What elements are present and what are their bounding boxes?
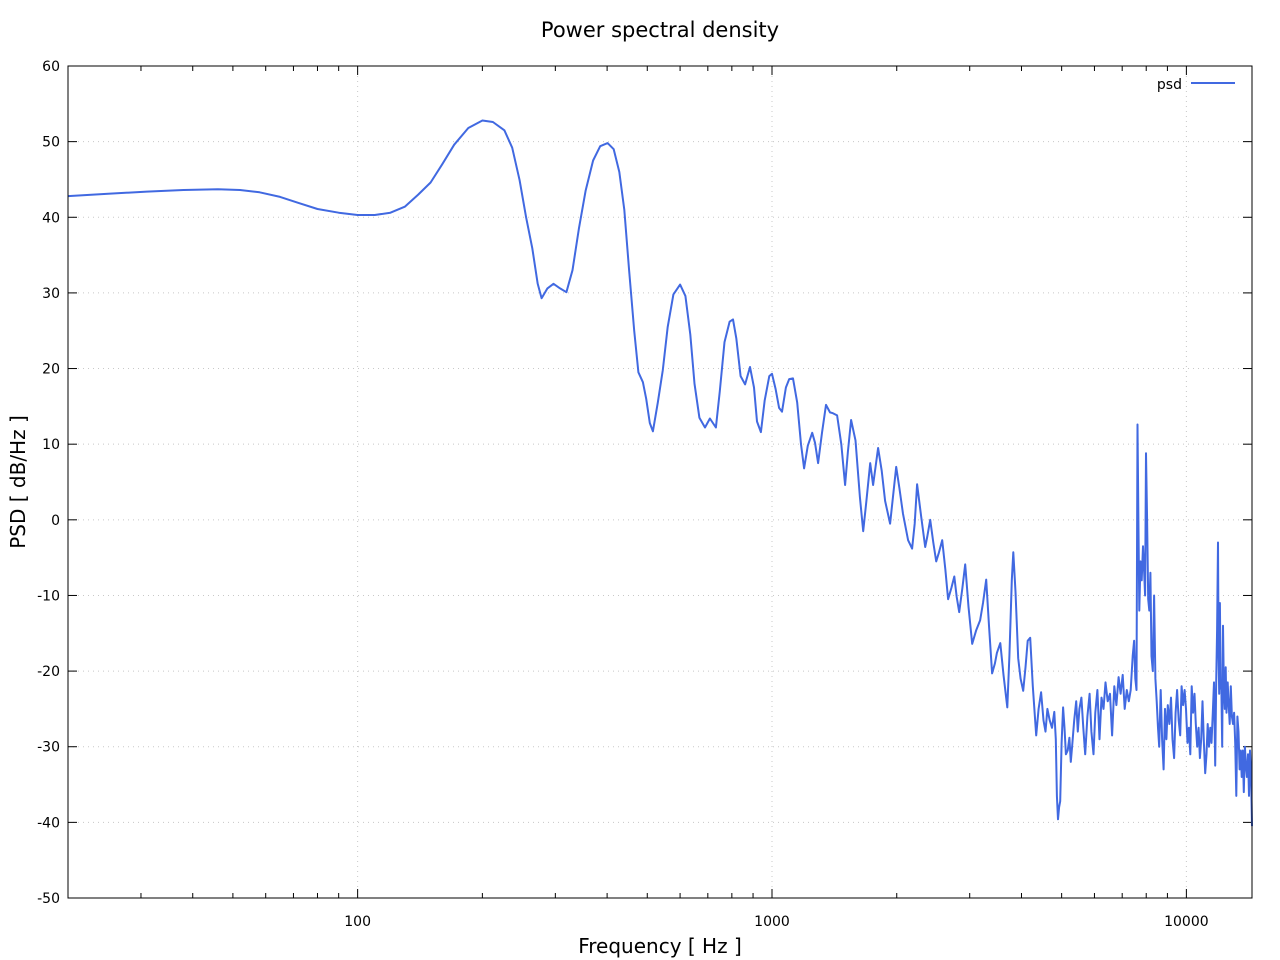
y-tick-label: 20 [42, 362, 60, 378]
chart-title: Power spectral density [541, 18, 779, 42]
y-tick-label: 10 [42, 437, 60, 453]
series-layer [67, 119, 1253, 827]
x-tick-label: 10000 [1164, 914, 1209, 930]
x-tick-label: 100 [344, 914, 371, 930]
y-tick-label: 0 [51, 513, 60, 529]
y-tick-label: 40 [42, 210, 60, 226]
y-tick-labels: 60 50 40 30 20 10 0 -10 -20 -30 -40 -50 [37, 59, 60, 907]
series-line-psd [67, 119, 1253, 827]
x-tick-labels: 100 1000 10000 [344, 914, 1208, 930]
axis-ticks [68, 65, 1252, 899]
y-tick-label: -30 [37, 740, 60, 756]
plot-frame [67, 65, 1253, 899]
legend-label-psd: psd [1157, 77, 1182, 93]
y-axis-title: PSD [ dB/Hz ] [6, 415, 30, 549]
y-tick-label: 50 [42, 135, 60, 151]
y-tick-label: -40 [37, 815, 60, 831]
y-tick-label: 60 [42, 59, 60, 75]
y-tick-label: -10 [37, 588, 60, 604]
x-axis-title: Frequency [ Hz ] [578, 934, 742, 958]
y-tick-label: -50 [37, 891, 60, 907]
x-tick-label: 1000 [754, 914, 790, 930]
y-tick-label: 30 [42, 286, 60, 302]
y-tick-label: -20 [37, 664, 60, 680]
legend: psd [1157, 77, 1235, 93]
grid [68, 66, 1252, 898]
